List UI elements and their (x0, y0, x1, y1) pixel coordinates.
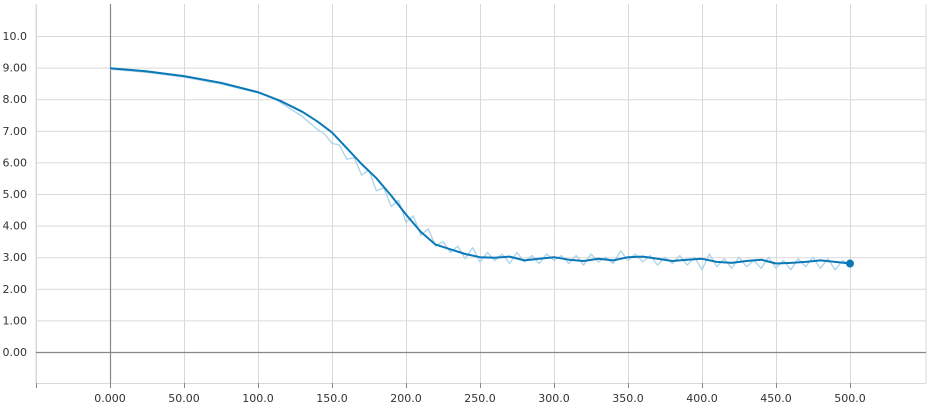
x-tick-label: 150.0 (316, 392, 348, 405)
series-smoothed-line (109, 67, 851, 265)
y-tick-label: 3.00 (3, 251, 28, 264)
x-tick-label: 500.0 (834, 392, 866, 405)
x-tick-label: 450.0 (760, 392, 792, 405)
y-tick-label: 10.0 (3, 30, 28, 43)
series-raw-line (109, 68, 851, 271)
y-tick-label: 6.00 (3, 156, 28, 169)
tick-labels: 0.000 50.00 100.0 150.0 200.0 250.0 300.0 350.0… (3, 30, 866, 405)
x-tick-label: 400.0 (686, 392, 718, 405)
y-tick-label: 7.00 (3, 125, 28, 138)
y-tick-label: 9.00 (3, 62, 28, 75)
axes (36, 4, 926, 388)
y-tick-label: 8.00 (3, 93, 28, 106)
x-tick-label: 0.000 (94, 392, 126, 405)
series-layer (109, 67, 854, 271)
y-tick-label: 2.00 (3, 283, 28, 296)
y-tick-label: 4.00 (3, 220, 28, 233)
grid (35, 4, 927, 383)
x-tick-label: 200.0 (390, 392, 422, 405)
x-tick-label: 100.0 (242, 392, 274, 405)
x-tick-label: 350.0 (612, 392, 644, 405)
y-tick-label: 1.00 (3, 314, 28, 327)
x-tick-label: 50.00 (168, 392, 200, 405)
series-end-marker (846, 259, 854, 268)
x-tick-label: 300.0 (538, 392, 570, 405)
y-tick-label: 5.00 (3, 188, 28, 201)
x-tick-label: 250.0 (464, 392, 496, 405)
y-tick-label: 0.00 (3, 346, 28, 359)
